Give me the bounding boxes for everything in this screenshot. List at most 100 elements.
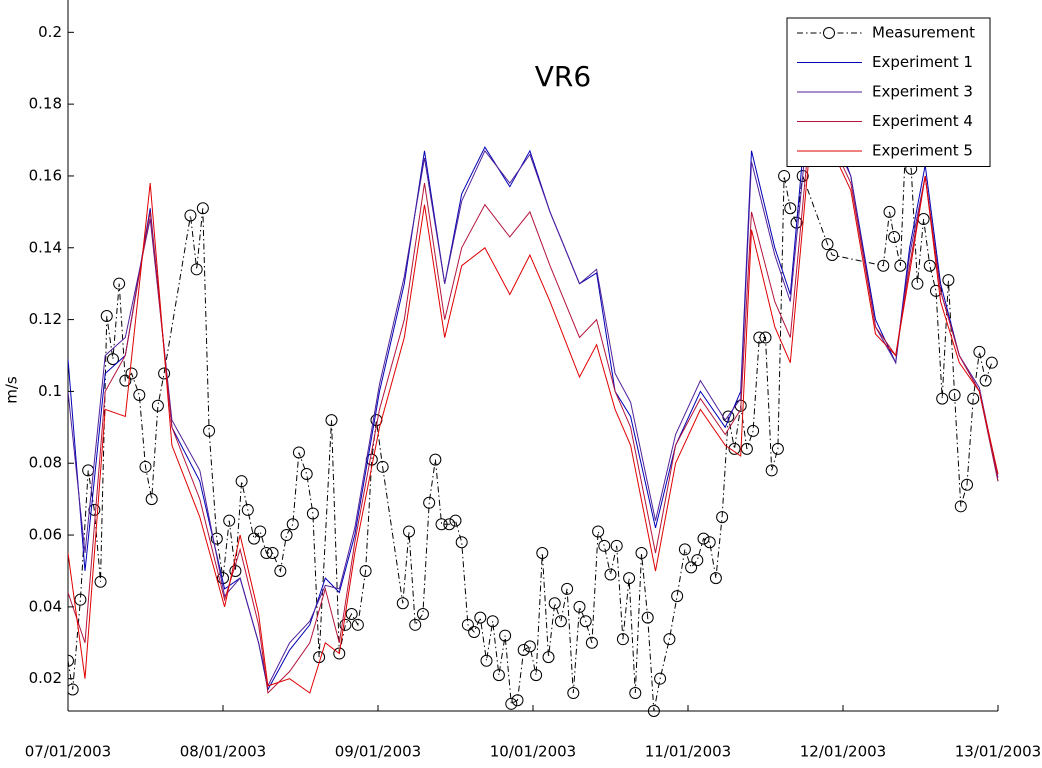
data-point bbox=[523, 640, 536, 653]
data-point bbox=[190, 263, 203, 276]
y-tick-label: 0.2 bbox=[38, 23, 62, 41]
plot-area bbox=[68, 68, 999, 717]
data-point bbox=[468, 626, 481, 638]
data-point bbox=[505, 697, 518, 710]
data-point bbox=[286, 518, 299, 531]
data-point bbox=[728, 442, 741, 455]
legend-label: Measurement bbox=[872, 24, 975, 42]
data-point bbox=[88, 503, 101, 516]
data-point bbox=[592, 525, 605, 538]
data-point bbox=[930, 284, 942, 297]
data-point bbox=[254, 525, 267, 538]
series-line bbox=[68, 95, 999, 688]
data-point bbox=[671, 590, 684, 603]
data-point bbox=[911, 277, 924, 290]
data-point bbox=[821, 238, 834, 251]
data-point bbox=[973, 345, 986, 358]
data-point bbox=[567, 687, 580, 700]
data-point bbox=[423, 496, 436, 509]
data-point bbox=[266, 547, 279, 559]
x-tick-label: 13/01/2003 bbox=[955, 743, 1041, 761]
data-point bbox=[759, 331, 772, 344]
legend-label: Experiment 4 bbox=[872, 112, 973, 130]
data-point bbox=[623, 572, 636, 585]
data-point bbox=[429, 453, 442, 466]
data-point bbox=[474, 611, 487, 624]
data-point bbox=[486, 615, 499, 628]
x-tick-label: 09/01/2003 bbox=[335, 743, 421, 761]
data-point bbox=[765, 464, 778, 477]
data-point bbox=[235, 475, 248, 488]
y-tick-label: 0.16 bbox=[29, 166, 62, 184]
data-point bbox=[325, 414, 338, 427]
data-point bbox=[158, 367, 171, 380]
data-point bbox=[306, 507, 319, 520]
data-point bbox=[554, 615, 567, 628]
data-point bbox=[654, 672, 667, 685]
y-tick-label: 0.04 bbox=[29, 597, 62, 615]
data-point bbox=[455, 536, 468, 549]
data-point bbox=[345, 608, 358, 621]
data-point bbox=[443, 518, 456, 531]
data-point bbox=[492, 669, 505, 682]
y-tick-label: 0.08 bbox=[29, 454, 62, 472]
data-point bbox=[948, 389, 961, 401]
legend-label: Experiment 3 bbox=[872, 83, 973, 101]
data-point bbox=[604, 568, 617, 581]
data-point bbox=[409, 618, 422, 631]
data-point bbox=[241, 503, 254, 516]
data-point bbox=[403, 525, 415, 538]
data-point bbox=[74, 593, 87, 606]
data-point bbox=[139, 460, 152, 473]
data-point bbox=[888, 231, 901, 243]
data-point bbox=[561, 582, 574, 595]
data-point bbox=[573, 600, 586, 613]
data-point bbox=[641, 611, 654, 624]
legend-marker bbox=[823, 27, 835, 39]
data-point bbox=[184, 209, 197, 222]
data-point bbox=[942, 274, 955, 287]
data-point bbox=[635, 547, 648, 559]
data-point bbox=[709, 572, 722, 585]
x-tick-label: 08/01/2003 bbox=[180, 743, 266, 761]
data-point bbox=[747, 424, 760, 437]
y-tick-label: 0.18 bbox=[29, 95, 62, 113]
data-point bbox=[753, 331, 766, 344]
data-point bbox=[499, 629, 512, 642]
data-point bbox=[511, 694, 524, 707]
data-point bbox=[647, 705, 660, 717]
data-point bbox=[663, 633, 676, 646]
data-point bbox=[691, 554, 704, 567]
data-point bbox=[967, 392, 980, 405]
data-point bbox=[598, 539, 611, 552]
x-tick-label: 11/01/2003 bbox=[645, 743, 731, 761]
data-point bbox=[697, 532, 710, 545]
data-point bbox=[536, 547, 549, 559]
data-point bbox=[333, 647, 346, 660]
series-line bbox=[68, 156, 993, 712]
data-point bbox=[778, 169, 791, 182]
data-point bbox=[985, 356, 998, 369]
data-point bbox=[396, 597, 409, 610]
data-point bbox=[784, 202, 797, 215]
data-point bbox=[877, 259, 890, 272]
data-point bbox=[435, 518, 448, 531]
data-point bbox=[68, 654, 74, 667]
data-point bbox=[280, 529, 293, 542]
data-point bbox=[100, 310, 113, 322]
y-tick-label: 0.1 bbox=[38, 382, 62, 400]
series-line bbox=[68, 121, 999, 695]
data-point bbox=[530, 669, 543, 682]
y-tick-label: 0.14 bbox=[29, 238, 62, 256]
data-point bbox=[461, 618, 474, 631]
data-point bbox=[416, 608, 429, 621]
data-point bbox=[274, 564, 287, 577]
data-point bbox=[223, 514, 236, 527]
data-point bbox=[542, 651, 555, 664]
data-point bbox=[203, 424, 216, 437]
x-tick-label: 12/01/2003 bbox=[800, 743, 886, 761]
data-point bbox=[703, 536, 716, 549]
data-point bbox=[339, 618, 352, 631]
data-point bbox=[923, 259, 936, 272]
